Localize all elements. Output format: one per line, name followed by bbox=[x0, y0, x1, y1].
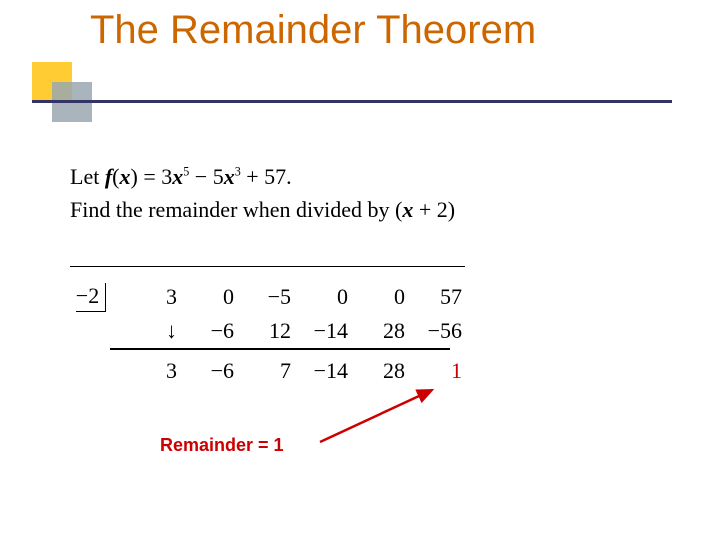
divisor-cell: −2 bbox=[70, 283, 122, 312]
r2c4: −14 bbox=[293, 318, 350, 344]
find-line: Find the remainder when divided by (x + … bbox=[70, 193, 455, 226]
let-line: Let f(x) = 3x5 − 5x3 + 57. bbox=[70, 160, 455, 193]
x-var-2: x bbox=[402, 197, 413, 222]
r1c1: 3 bbox=[122, 284, 179, 310]
x-var-1: x bbox=[119, 164, 130, 189]
synthetic-division: −2 3 0 −5 0 0 57 ↓ −6 12 −14 28 −56 3 −6… bbox=[70, 280, 464, 388]
r2c6: −56 bbox=[407, 318, 464, 344]
plus-57: + 57. bbox=[241, 164, 292, 189]
r2c3: 12 bbox=[236, 318, 293, 344]
remainder-label: Remainder = 1 bbox=[160, 435, 284, 456]
r2c5: 28 bbox=[350, 318, 407, 344]
syn-row-1: −2 3 0 −5 0 0 57 bbox=[70, 280, 464, 314]
r2c2: −6 bbox=[179, 318, 236, 344]
r1c5: 0 bbox=[350, 284, 407, 310]
r1c4: 0 bbox=[293, 284, 350, 310]
remainder-value: 1 bbox=[407, 358, 464, 384]
r3c3: 7 bbox=[236, 358, 293, 384]
r3c5: 28 bbox=[350, 358, 407, 384]
eq-3: = 3 bbox=[138, 164, 172, 189]
syn-row-2: ↓ −6 12 −14 28 −56 bbox=[70, 314, 464, 348]
r3c1: 3 bbox=[122, 358, 179, 384]
r3c4: −14 bbox=[293, 358, 350, 384]
slide-header: The Remainder Theorem bbox=[0, 0, 720, 120]
syn-row-3: 3 −6 7 −14 28 1 bbox=[70, 354, 464, 388]
problem-divider bbox=[70, 266, 465, 267]
find-prefix: Find the remainder when divided by ( bbox=[70, 197, 402, 222]
x-term-2: x bbox=[224, 164, 235, 189]
arrow-down-icon: ↓ bbox=[122, 318, 179, 344]
find-suffix: + 2) bbox=[413, 197, 455, 222]
header-divider bbox=[32, 100, 672, 103]
r3c2: −6 bbox=[179, 358, 236, 384]
r1c2: 0 bbox=[179, 284, 236, 310]
problem-statement: Let f(x) = 3x5 − 5x3 + 57. Find the rema… bbox=[70, 160, 455, 226]
slide-title: The Remainder Theorem bbox=[90, 8, 536, 53]
divisor-value: −2 bbox=[76, 283, 106, 312]
r1c6: 57 bbox=[407, 284, 464, 310]
synthetic-division-line bbox=[110, 348, 450, 350]
x-term-1: x bbox=[172, 164, 183, 189]
minus-5: − 5 bbox=[189, 164, 223, 189]
paren-close: ) bbox=[130, 164, 137, 189]
arrow-icon bbox=[310, 380, 450, 450]
let-text: Let bbox=[70, 164, 105, 189]
r1c3: −5 bbox=[236, 284, 293, 310]
